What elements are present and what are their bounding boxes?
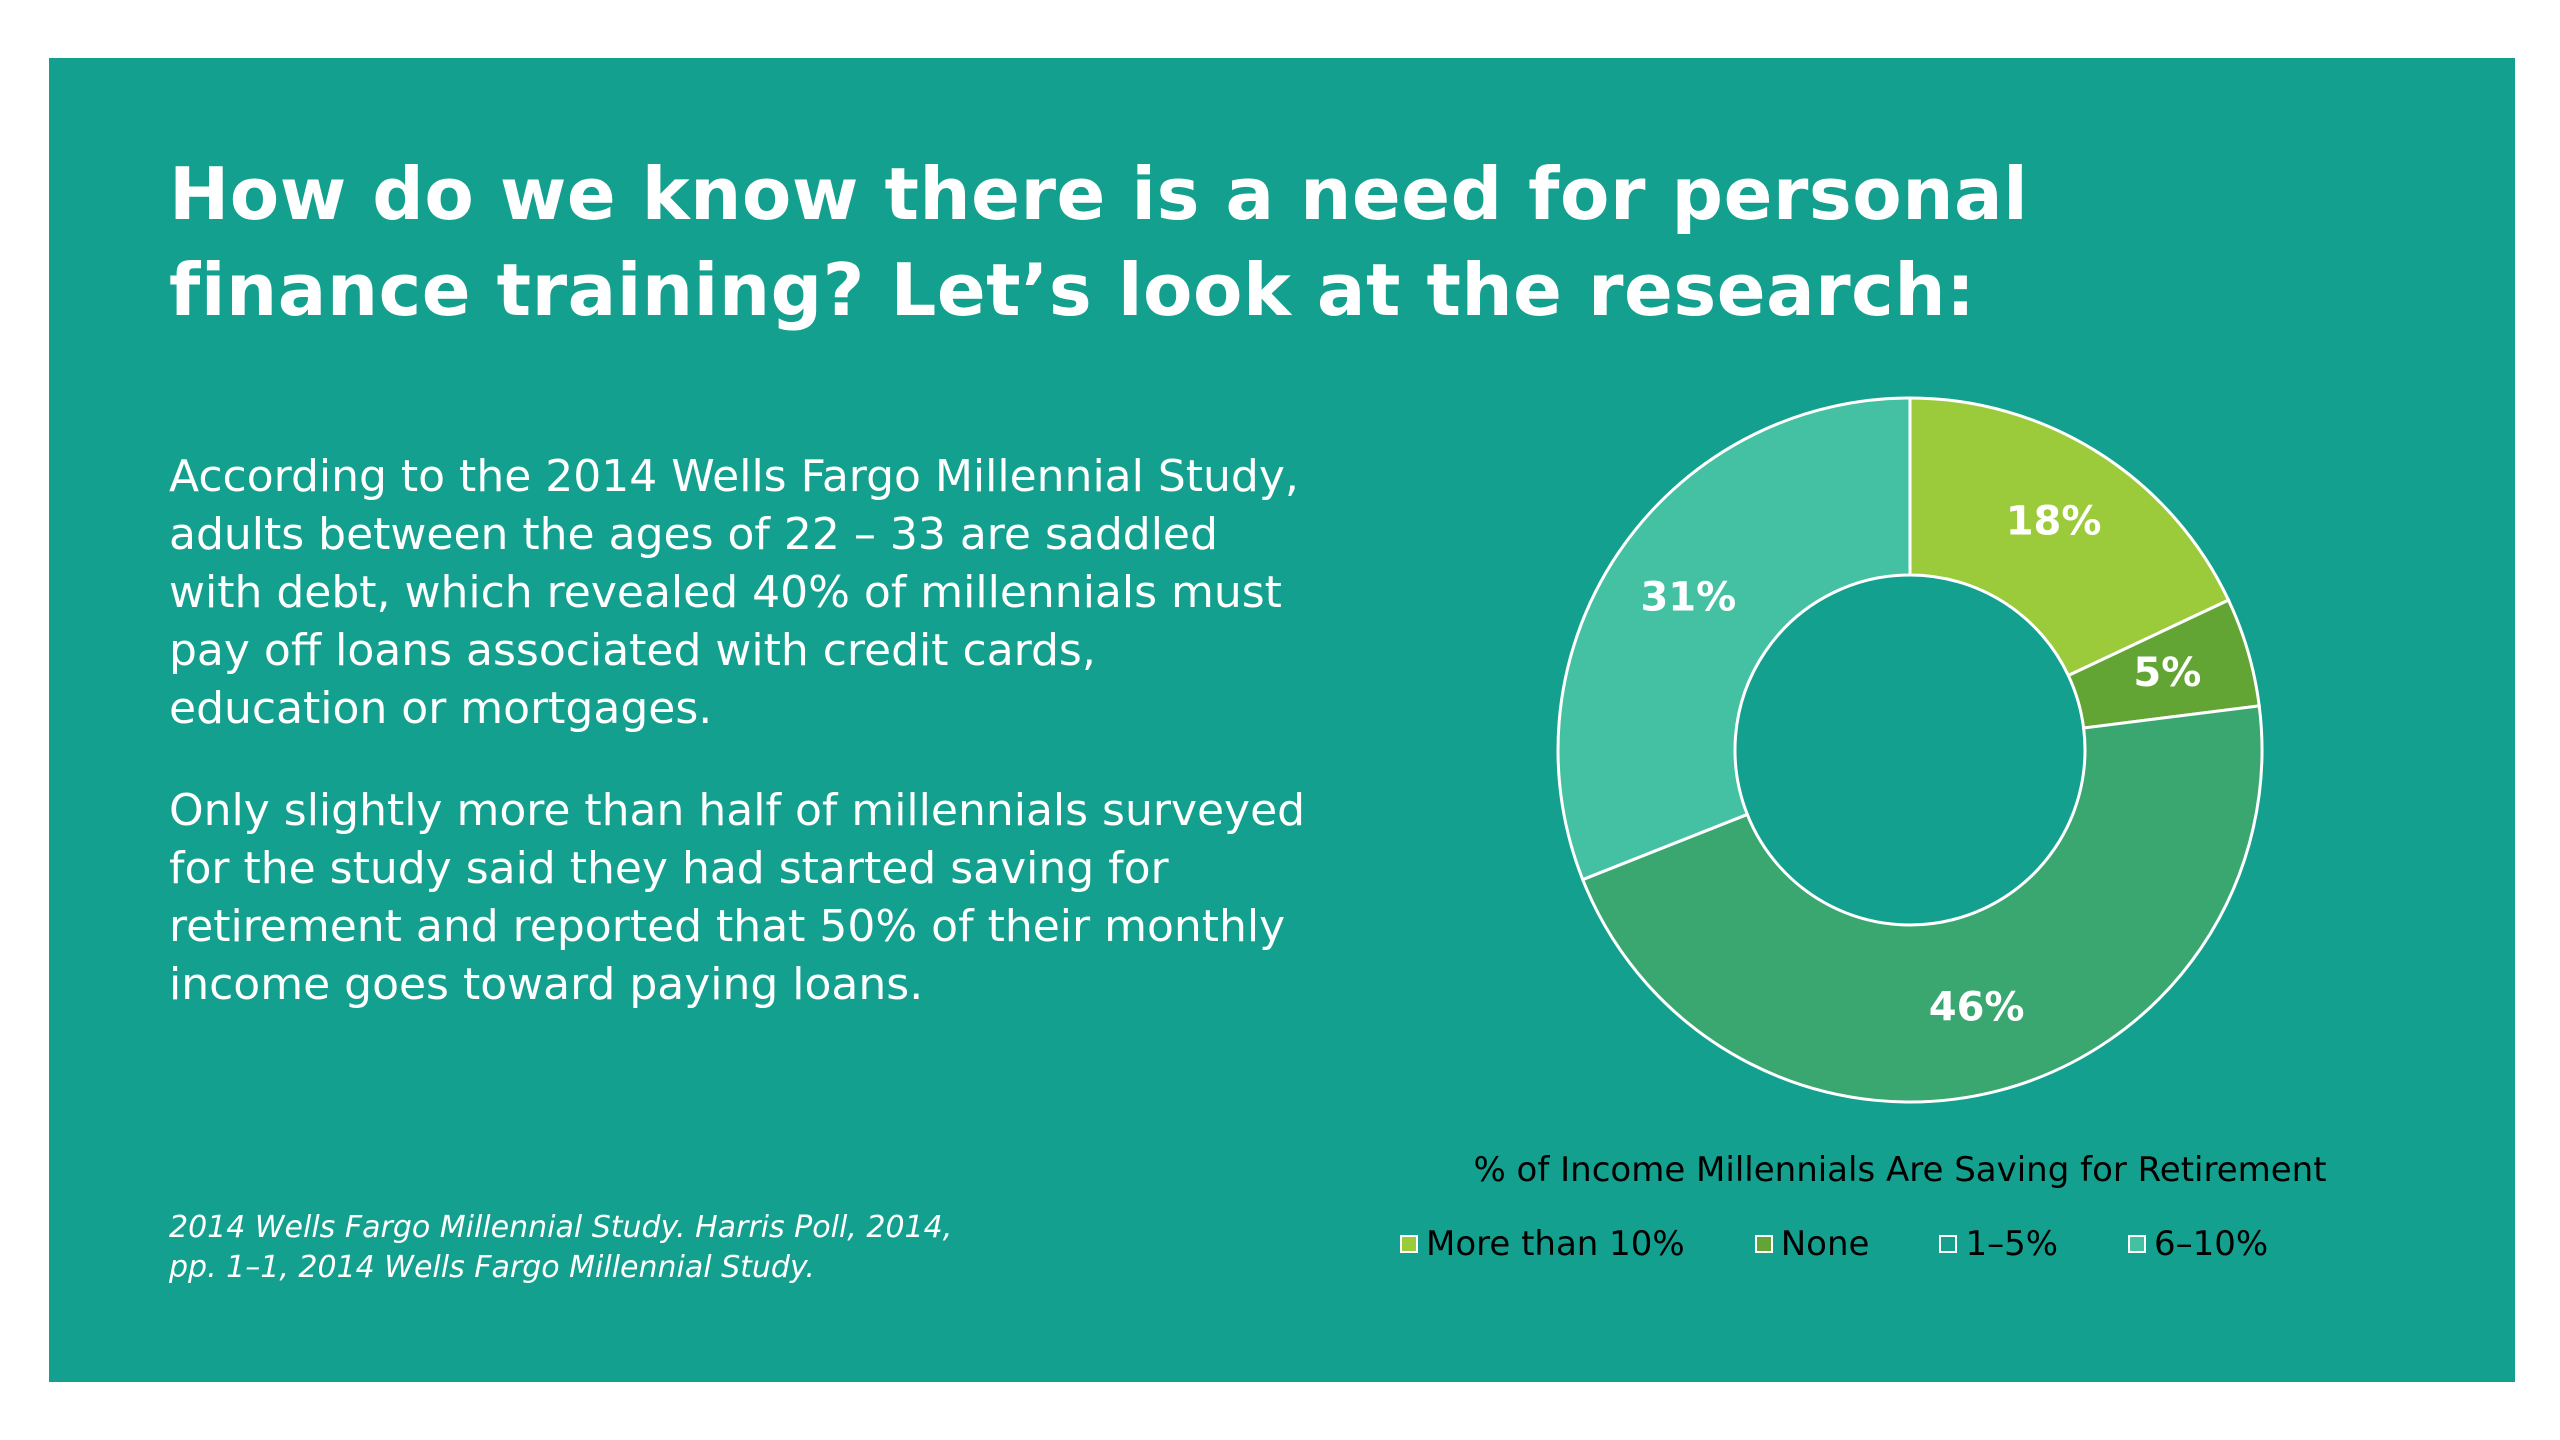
paragraph-saving: Only slightly more than half of millenni… (169, 785, 1306, 1010)
chart-title: % of Income Millennials Are Saving for R… (1473, 1150, 2327, 1190)
legend-item-2: None (1754, 1222, 1870, 1266)
legend-swatch-4 (2128, 1235, 2147, 1253)
legend-label-2: None (1780, 1224, 1870, 1264)
legend-swatch-3 (1939, 1235, 1958, 1253)
data-label-3: 46% (1929, 985, 2025, 1031)
legend-label-3: 1–5% (1965, 1224, 2059, 1264)
legend-label-4: 6–10% (2154, 1224, 2269, 1264)
data-label-4: 31% (1640, 574, 1736, 620)
legend-swatch-2 (1754, 1235, 1773, 1253)
chart-legend: More than 10% None 1–5% 6–10% (1400, 1222, 2268, 1266)
citation-line-1: 2014 Wells Fargo Millennial Study. Harri… (169, 1210, 953, 1245)
legend-label-1: More than 10% (1426, 1224, 1685, 1264)
data-label-1: 18% (2006, 499, 2102, 545)
donut-slice-4 (1556, 396, 1912, 882)
citation: 2014 Wells Fargo Millennial Study. Harri… (169, 1208, 1069, 1288)
legend-item-3: 1–5% (1939, 1222, 2058, 1266)
legend-item-4: 6–10% (2128, 1222, 2268, 1266)
slide-title: How do we know there is a need for perso… (169, 146, 2269, 338)
donut-chart-svg: 18% 5% 46% 31% (1556, 396, 2264, 1104)
title-line-2: finance training? Let’s look at the rese… (169, 248, 1976, 332)
donut-chart: 18% 5% 46% 31% (1460, 330, 2360, 1130)
title-line-1: How do we know there is a need for perso… (169, 152, 2029, 236)
data-label-2: 5% (2133, 650, 2201, 696)
body-text: According to the 2014 Wells Fargo Millen… (169, 448, 1309, 1058)
legend-item-1: More than 10% (1400, 1222, 1685, 1266)
donut-slice-1 (1908, 396, 2231, 678)
paragraph-debt: According to the 2014 Wells Fargo Millen… (169, 451, 1299, 734)
donut-slice-3 (1580, 704, 2264, 1104)
citation-line-2: pp. 1–1, 2014 Wells Fargo Millennial Stu… (169, 1250, 815, 1285)
legend-swatch-1 (1400, 1235, 1418, 1253)
